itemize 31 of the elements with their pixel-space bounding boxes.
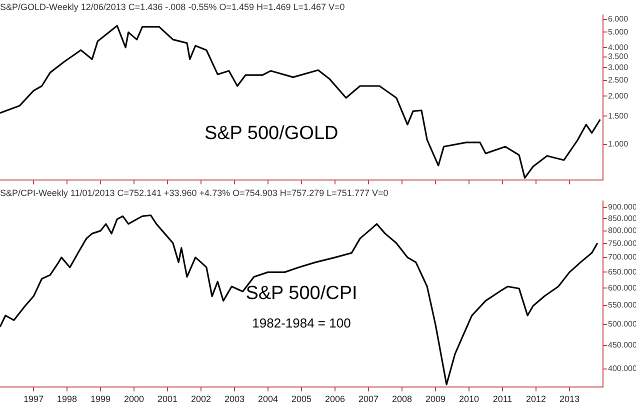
x-tick-label: 1997 [24,394,44,404]
y-tick-label: 2.500 [608,76,629,85]
y-tick-label: 4.000 [608,42,629,52]
x-tick-label: 2000 [124,394,144,404]
y-tick-label: 1.000 [608,140,629,149]
x-tick-label: 2006 [325,394,346,404]
annotation: S&P 500/CPI [246,283,358,304]
y-tick-label: 2.000 [608,91,629,100]
y-tick-label: 6.000 [608,14,629,24]
x-tick-label: 2012 [526,394,546,404]
y-tick-label: 3.500 [608,52,629,62]
x-tick-label: 2008 [392,394,412,404]
x-tick-label: 2009 [426,394,446,404]
x-tick-label: 2003 [224,394,245,404]
y-tick-label: 1.500 [608,111,629,120]
x-tick-label: 2013 [560,394,580,404]
annotation: 1982-1984 = 100 [252,315,351,330]
x-tick-label: 2004 [258,394,278,404]
y-tick-label: 5.000 [608,27,629,36]
y-tick-label: 3.000 [608,62,629,72]
x-tick-label: 2005 [292,394,312,404]
x-tick-label: 2007 [358,394,379,404]
annotation: S&P 500/GOLD [204,123,338,144]
chart-title: S&P/CPI-Weekly 11/01/2013 C=752.141 +33.960 +4.73% O=754.903 H=757.279 L=751.777 V=0 [0,188,388,198]
x-tick-label: 1999 [90,394,111,404]
x-tick-label: 2001 [158,394,178,404]
x-tick-label: 2010 [458,394,480,404]
x-tick-label: 2011 [492,394,512,404]
x-tick-label: 2002 [191,394,212,404]
chart-title: S&P/GOLD-Weekly 12/06/2013 C=1.436 -.008 -0.55% O=1.459 H=1.469 L=1.467 V=0 [0,2,345,12]
x-tick-label: 1998 [57,394,78,404]
